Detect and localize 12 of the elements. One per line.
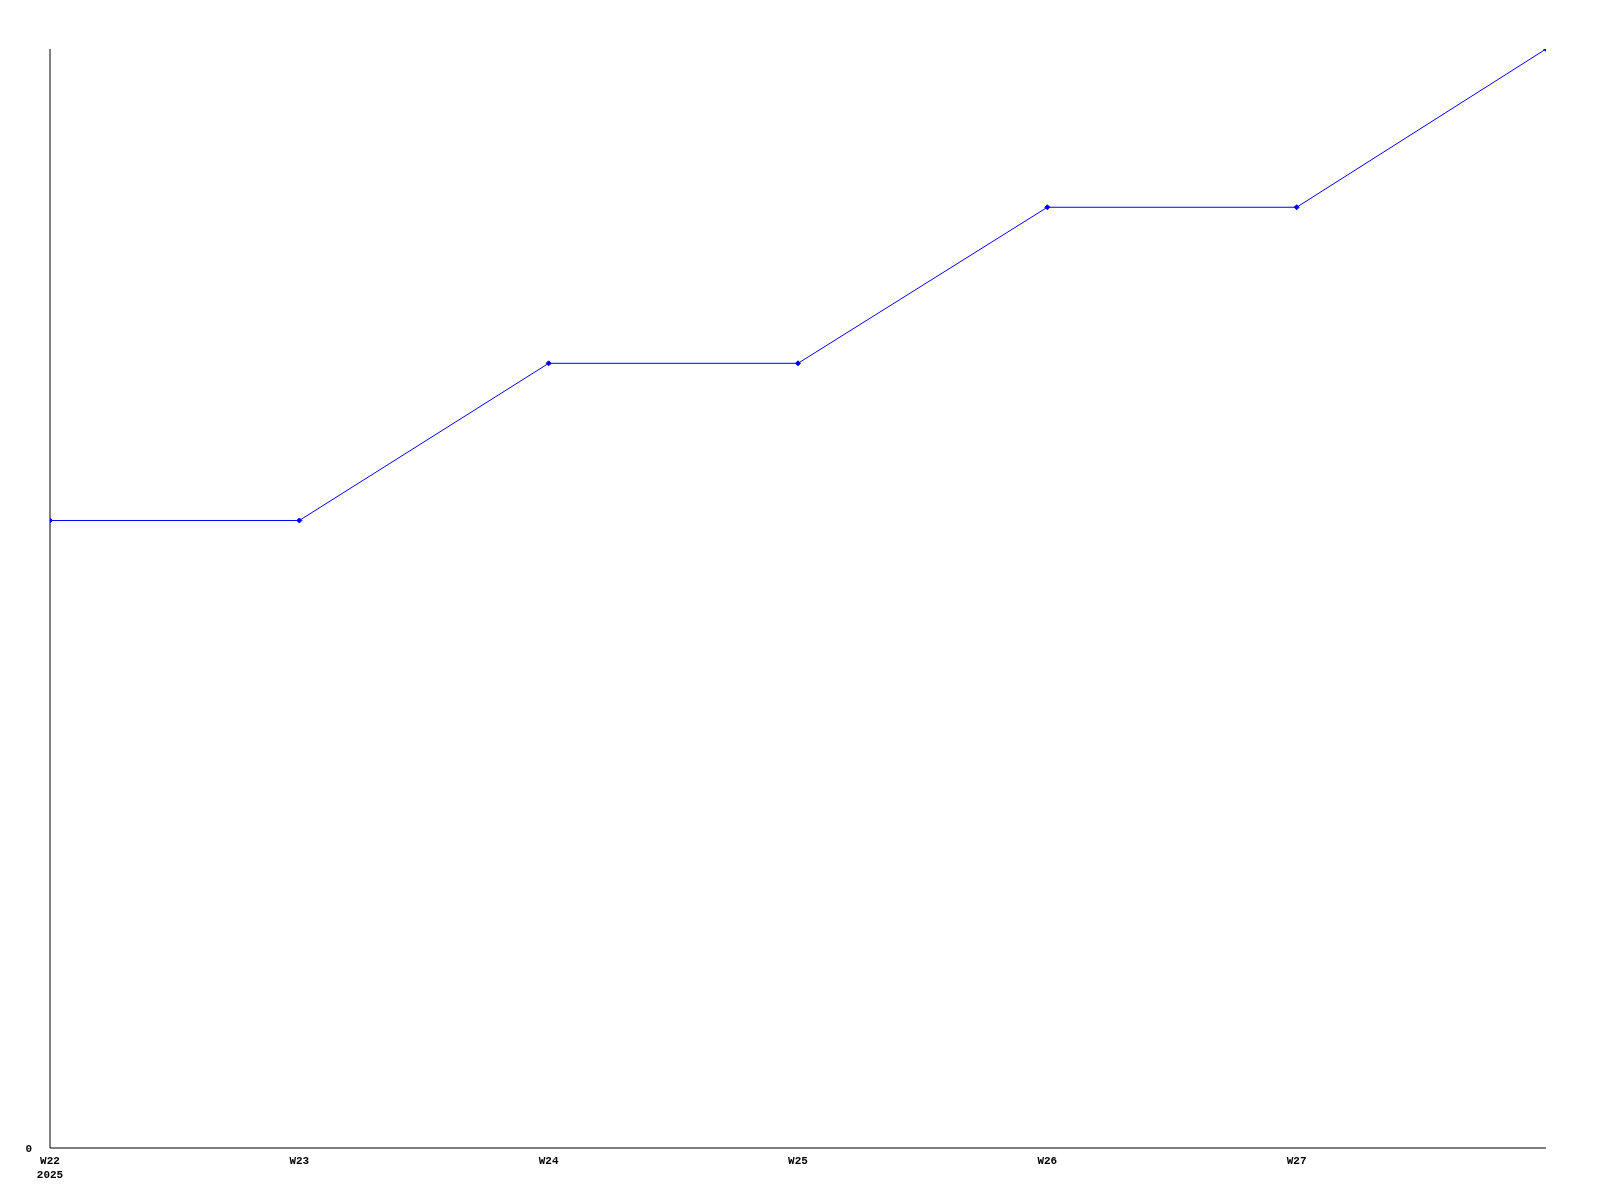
- text: 0: [25, 1142, 32, 1155]
- x-tick-label: W26: [1037, 1155, 1058, 1167]
- point: [1293, 204, 1300, 211]
- x-tick-label: W23: [289, 1155, 310, 1167]
- point: [795, 360, 801, 367]
- x-tick-label: W24: [538, 1155, 559, 1167]
- point: [1044, 204, 1051, 211]
- point: [296, 517, 303, 524]
- point: [545, 360, 552, 367]
- x-tick-label: W27: [1286, 1155, 1307, 1167]
- x-tick-label: W22 2025: [36, 1155, 64, 1181]
- x-tick-label: W25: [788, 1155, 809, 1167]
